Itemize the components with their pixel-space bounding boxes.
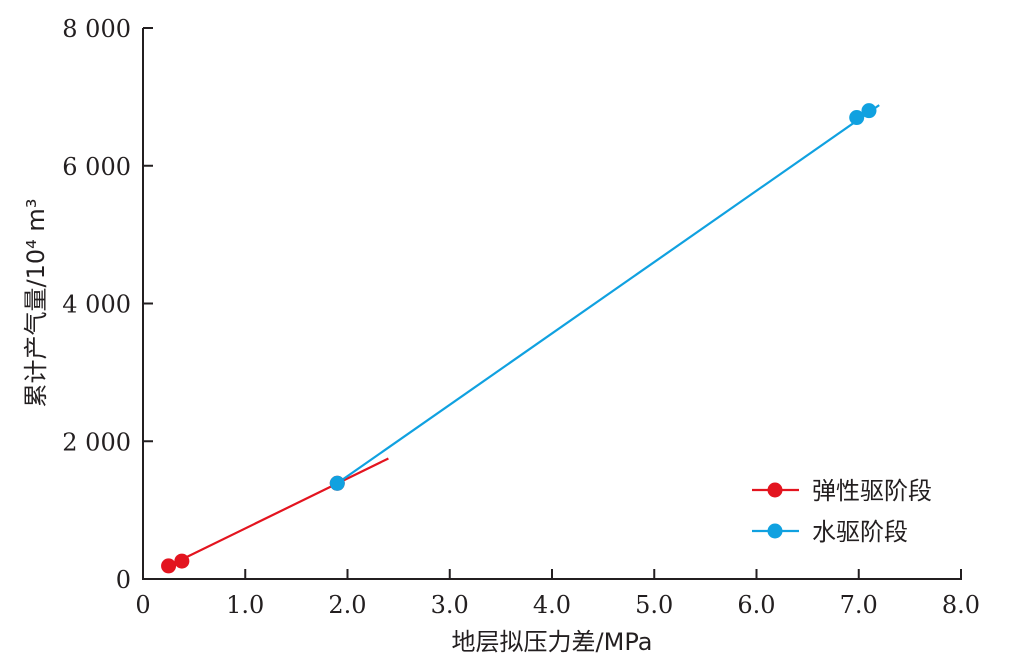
legend-marker bbox=[767, 482, 783, 498]
x-tick-label: 5.0 bbox=[635, 591, 673, 619]
series-1-fit-line bbox=[336, 104, 880, 485]
series-0-fit-line bbox=[168, 457, 389, 567]
y-tick-label: 0 bbox=[116, 566, 131, 594]
legend-label: 水驱阶段 bbox=[812, 518, 908, 546]
y-tick-label: 2 000 bbox=[62, 428, 131, 456]
series-1-point bbox=[861, 103, 877, 119]
x-tick-label: 8.0 bbox=[942, 591, 980, 619]
y-tick-label: 8 000 bbox=[62, 15, 131, 43]
x-tick-label: 7.0 bbox=[840, 591, 878, 619]
legend-label: 弹性驱阶段 bbox=[812, 477, 932, 505]
y-tick-label: 4 000 bbox=[62, 291, 131, 319]
data-points bbox=[161, 103, 877, 574]
x-tick-label: 4.0 bbox=[533, 591, 571, 619]
x-tick-label: 2.0 bbox=[328, 591, 366, 619]
y-tick-label: 6 000 bbox=[62, 153, 131, 181]
series-0-point bbox=[174, 553, 190, 569]
legend-marker bbox=[767, 523, 783, 539]
x-ticks: 0 1.0 2.0 3.0 4.0 5.0 6.0 7.0 8.0 bbox=[135, 569, 980, 619]
y-axis-title: 累计产气量/10⁴ m³ bbox=[22, 199, 50, 408]
fit-lines bbox=[168, 104, 880, 567]
y-ticks: 0 2 000 4 000 6 000 8 000 bbox=[62, 15, 153, 594]
x-tick-label: 6.0 bbox=[737, 591, 775, 619]
x-tick-label: 1.0 bbox=[226, 591, 264, 619]
series-1-point bbox=[849, 110, 865, 126]
x-tick-label: 0 bbox=[135, 591, 150, 619]
x-tick-label: 3.0 bbox=[431, 591, 469, 619]
series-1-point bbox=[329, 475, 345, 491]
x-axis-title: 地层拟压力差/MPa bbox=[452, 628, 653, 656]
series-0-point bbox=[161, 558, 177, 574]
